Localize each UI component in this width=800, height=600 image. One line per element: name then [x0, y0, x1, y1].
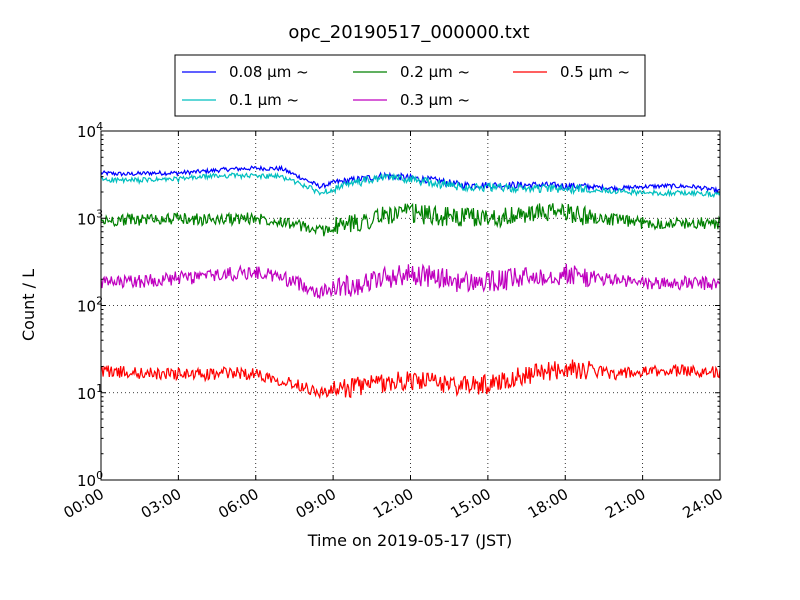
- legend-label: 0.3 μm ~: [400, 91, 470, 109]
- series-group: [100, 164, 721, 400]
- y-tick-label: 101: [77, 382, 103, 403]
- x-tick-labels: 00:00 03:00 06:00 09:00 12:00 15:00 18:00 21:00…: [61, 485, 726, 522]
- legend-label: 0.2 μm ~: [400, 63, 470, 81]
- x-tick-label: 18:00: [525, 485, 571, 522]
- x-tick-label: 03:00: [138, 485, 184, 522]
- series-line: [100, 172, 721, 199]
- x-tick-label: 15:00: [447, 485, 493, 522]
- series-line: [100, 202, 721, 237]
- y-axis-label: Count / L: [19, 269, 38, 341]
- series-line: [100, 164, 721, 194]
- ticks: [100, 130, 721, 481]
- grid: [101, 131, 720, 480]
- legend-label: 0.5 μm ~: [560, 63, 630, 81]
- chart-title: opc_20190517_000000.txt: [288, 22, 529, 43]
- y-tick-labels: 100 101 102 103 104: [77, 120, 103, 490]
- x-axis-label: Time on 2019-05-17 (JST): [307, 531, 512, 550]
- legend-box: [174, 54, 646, 117]
- series-line: [100, 359, 721, 400]
- y-tick-label: 103: [77, 207, 103, 228]
- x-tick-label: 21:00: [602, 485, 648, 522]
- x-tick-label: 09:00: [293, 485, 339, 522]
- legend-label: 0.1 μm ~: [229, 91, 299, 109]
- x-tick-label: 00:00: [61, 485, 107, 522]
- x-tick-label: 24:00: [680, 485, 726, 522]
- legend: 0.08 μm ~ 0.1 μm ~ 0.2 μm ~ 0.3 μm ~ 0.5 μm …: [174, 54, 646, 117]
- x-tick-label: 06:00: [215, 485, 261, 522]
- y-tick-label: 104: [77, 120, 103, 141]
- series-line: [100, 263, 721, 299]
- y-tick-label: 102: [77, 295, 103, 316]
- x-tick-label: 12:00: [370, 485, 416, 522]
- legend-label: 0.08 μm ~: [229, 63, 309, 81]
- y-tick-label: 100: [77, 469, 103, 490]
